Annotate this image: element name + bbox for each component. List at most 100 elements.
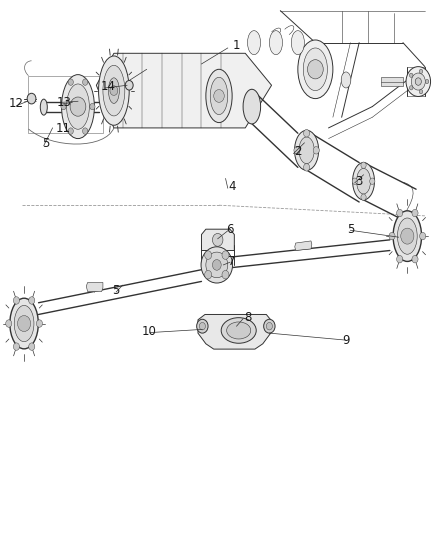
- Circle shape: [70, 97, 86, 116]
- Circle shape: [214, 90, 224, 102]
- Circle shape: [266, 322, 272, 330]
- Circle shape: [370, 178, 375, 184]
- Ellipse shape: [298, 40, 333, 99]
- Ellipse shape: [341, 72, 351, 88]
- Ellipse shape: [61, 75, 94, 139]
- Circle shape: [361, 162, 366, 168]
- Text: 1: 1: [233, 39, 240, 52]
- Text: 5: 5: [42, 138, 49, 150]
- Circle shape: [419, 69, 423, 74]
- Circle shape: [304, 130, 310, 137]
- Circle shape: [304, 164, 310, 171]
- Text: 8: 8: [244, 311, 251, 324]
- Ellipse shape: [243, 89, 261, 124]
- Polygon shape: [86, 282, 103, 292]
- Ellipse shape: [210, 77, 228, 115]
- Circle shape: [82, 128, 88, 134]
- Ellipse shape: [67, 84, 89, 130]
- Ellipse shape: [247, 30, 261, 55]
- Circle shape: [222, 270, 229, 279]
- Circle shape: [68, 128, 73, 134]
- Text: 12: 12: [9, 98, 24, 110]
- Circle shape: [6, 320, 12, 327]
- Circle shape: [110, 86, 118, 95]
- Circle shape: [410, 73, 413, 77]
- Circle shape: [82, 79, 88, 85]
- Ellipse shape: [14, 305, 34, 342]
- Circle shape: [410, 86, 413, 90]
- Text: 4: 4: [228, 180, 236, 193]
- Circle shape: [397, 255, 403, 263]
- Circle shape: [212, 260, 221, 270]
- Ellipse shape: [201, 247, 233, 283]
- Circle shape: [401, 228, 414, 244]
- Ellipse shape: [294, 131, 318, 171]
- Ellipse shape: [206, 252, 228, 278]
- Circle shape: [412, 255, 418, 263]
- Text: 3: 3: [356, 175, 363, 188]
- Ellipse shape: [353, 163, 374, 200]
- Ellipse shape: [269, 30, 283, 55]
- Circle shape: [420, 232, 426, 240]
- Text: 10: 10: [141, 325, 156, 338]
- Circle shape: [397, 209, 403, 217]
- Circle shape: [18, 316, 31, 332]
- Circle shape: [415, 78, 421, 85]
- Circle shape: [205, 270, 212, 279]
- Ellipse shape: [227, 322, 251, 339]
- Circle shape: [313, 147, 319, 154]
- Text: 11: 11: [56, 123, 71, 135]
- Circle shape: [222, 251, 229, 260]
- Ellipse shape: [303, 48, 328, 91]
- Circle shape: [28, 343, 35, 350]
- Circle shape: [419, 90, 423, 94]
- Ellipse shape: [291, 30, 304, 55]
- Text: 14: 14: [101, 80, 116, 93]
- Ellipse shape: [109, 78, 119, 103]
- Text: 7: 7: [228, 255, 236, 268]
- Circle shape: [264, 319, 275, 333]
- Circle shape: [13, 297, 19, 304]
- Circle shape: [412, 209, 418, 217]
- Circle shape: [90, 103, 95, 110]
- Ellipse shape: [206, 69, 232, 123]
- Circle shape: [411, 73, 425, 90]
- Circle shape: [361, 194, 366, 200]
- Ellipse shape: [10, 298, 39, 349]
- Circle shape: [36, 320, 42, 327]
- Text: 13: 13: [57, 96, 72, 109]
- Circle shape: [29, 297, 35, 304]
- Circle shape: [27, 93, 36, 104]
- Text: 9: 9: [342, 334, 350, 346]
- Circle shape: [212, 233, 223, 246]
- Circle shape: [307, 60, 323, 79]
- Text: 6: 6: [226, 223, 234, 236]
- Circle shape: [406, 67, 431, 96]
- Circle shape: [352, 178, 357, 184]
- Polygon shape: [295, 241, 312, 251]
- Ellipse shape: [357, 168, 371, 194]
- Polygon shape: [96, 53, 272, 128]
- Ellipse shape: [221, 318, 256, 343]
- Circle shape: [294, 147, 300, 154]
- Text: 5: 5: [113, 284, 120, 297]
- Circle shape: [13, 343, 19, 350]
- Circle shape: [197, 319, 208, 333]
- Circle shape: [425, 79, 429, 84]
- Polygon shape: [381, 77, 403, 86]
- Circle shape: [68, 79, 74, 85]
- Text: 5: 5: [347, 223, 354, 236]
- Ellipse shape: [393, 211, 421, 261]
- Text: 2: 2: [294, 146, 302, 158]
- Ellipse shape: [103, 66, 125, 116]
- Circle shape: [389, 232, 395, 240]
- Ellipse shape: [398, 218, 417, 254]
- Circle shape: [125, 80, 133, 90]
- Polygon shape: [201, 229, 234, 251]
- Ellipse shape: [99, 56, 129, 125]
- Circle shape: [205, 251, 212, 260]
- Ellipse shape: [299, 137, 314, 164]
- Circle shape: [199, 322, 205, 330]
- Polygon shape: [198, 314, 271, 349]
- Ellipse shape: [40, 99, 47, 115]
